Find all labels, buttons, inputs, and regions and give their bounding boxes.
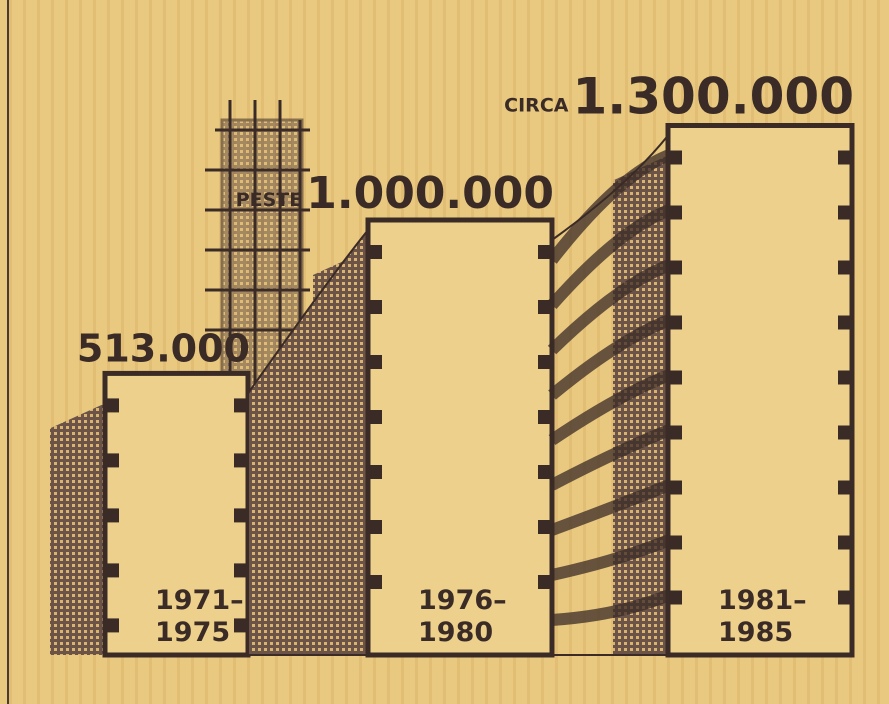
window (234, 508, 250, 523)
window (366, 575, 382, 589)
curve-band (547, 149, 671, 264)
side-wall (613, 155, 668, 655)
window (366, 465, 382, 479)
window (234, 453, 250, 468)
window (103, 398, 119, 413)
window (666, 315, 682, 330)
window (666, 425, 682, 440)
window (838, 260, 854, 275)
window (538, 300, 554, 314)
curve-band (550, 534, 671, 581)
category-label: 1976– 1980 (418, 585, 507, 648)
value-prefix: CIRCA (504, 95, 569, 117)
curve-band (548, 369, 671, 445)
window (103, 618, 119, 633)
window (103, 508, 119, 523)
curve-band (549, 479, 671, 536)
value-label: 1.300.000 (572, 68, 854, 126)
curve-band (551, 589, 671, 626)
window (838, 480, 854, 495)
window (838, 370, 854, 385)
window (103, 453, 119, 468)
window (666, 260, 682, 275)
category-label: 1981– 1985 (718, 585, 807, 648)
building (365, 217, 555, 658)
window (234, 563, 250, 578)
window (838, 205, 854, 220)
window (666, 370, 682, 385)
window (366, 410, 382, 424)
window (838, 150, 854, 165)
window (538, 355, 554, 369)
window (666, 480, 682, 495)
window (103, 563, 119, 578)
window (666, 590, 682, 605)
window (234, 618, 250, 633)
value-label: 513.000 (77, 326, 250, 370)
scaffolding (205, 100, 310, 397)
window (838, 590, 854, 605)
window (666, 150, 682, 165)
window (366, 355, 382, 369)
window (234, 398, 250, 413)
window (838, 535, 854, 550)
value-prefix: PESTE (236, 189, 303, 211)
window (838, 315, 854, 330)
curve-band (547, 259, 671, 355)
window (538, 520, 554, 534)
value-label: 1.000.000 (306, 168, 554, 219)
window (366, 300, 382, 314)
window (538, 465, 554, 479)
curve-band (548, 314, 671, 400)
side-wall (50, 403, 105, 655)
window (666, 205, 682, 220)
building (665, 123, 855, 658)
curve-band (549, 424, 671, 491)
window (538, 575, 554, 589)
window (366, 520, 382, 534)
window (666, 535, 682, 550)
curve-band (547, 204, 671, 309)
window (838, 425, 854, 440)
window (366, 245, 382, 259)
window (538, 410, 554, 424)
category-label: 1971– 1975 (155, 585, 244, 648)
